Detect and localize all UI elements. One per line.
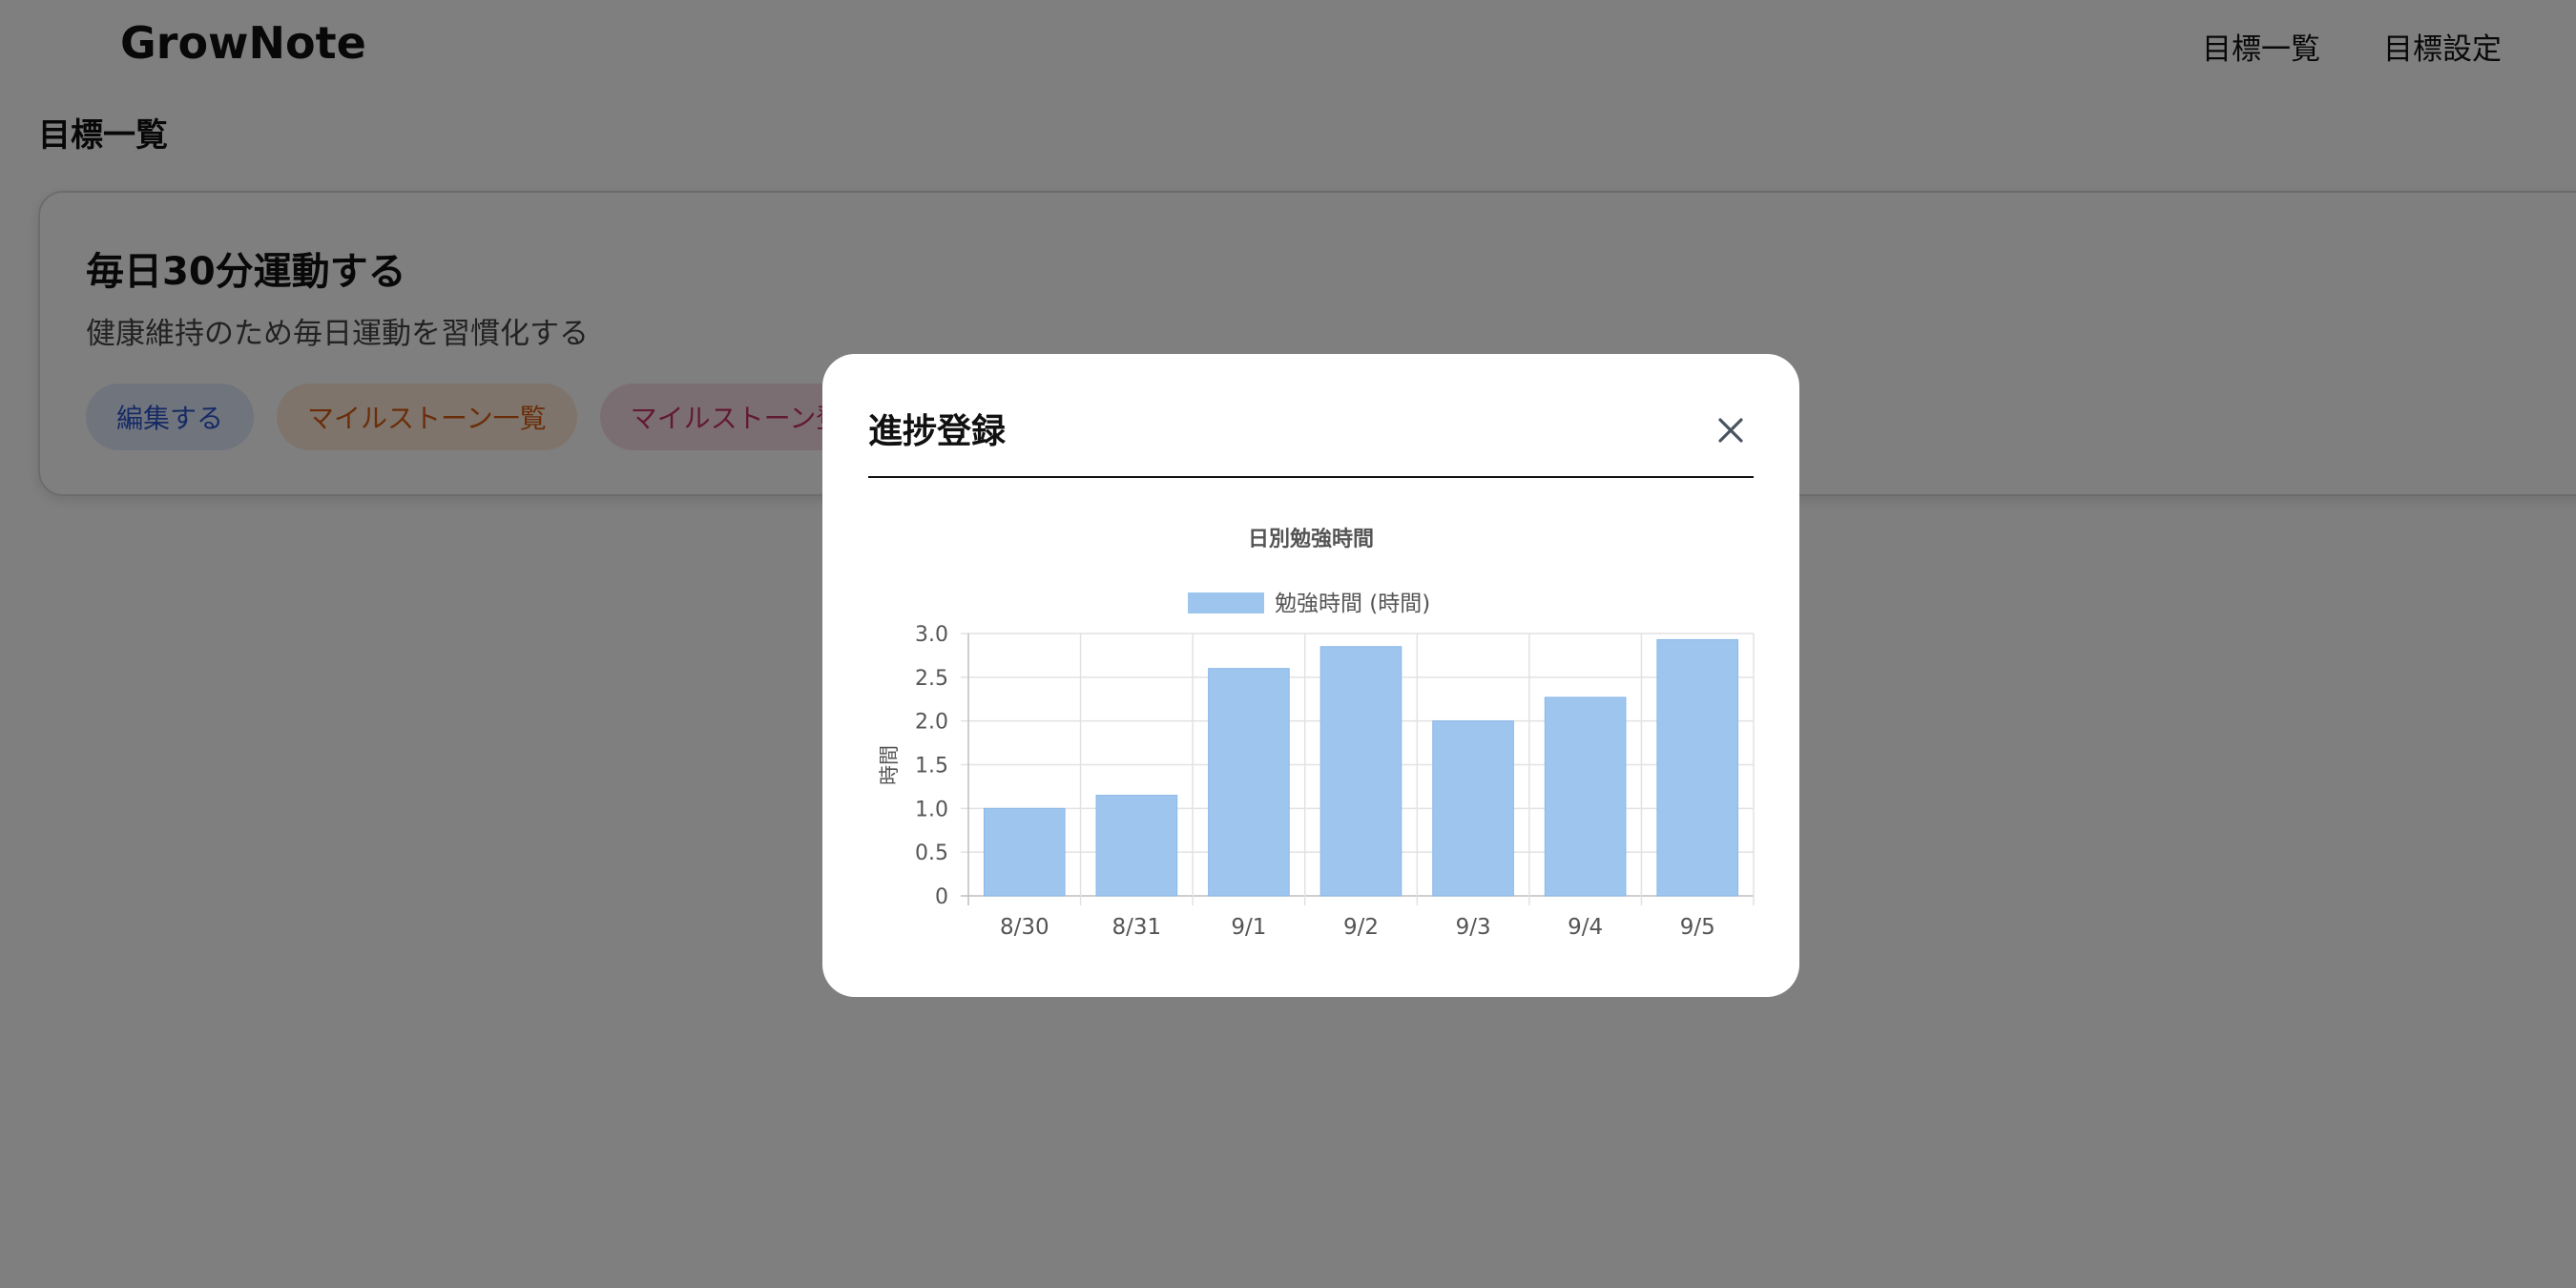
y-tick-label: 2.0: [915, 711, 948, 735]
bar: [1544, 696, 1627, 897]
x-tick-label: 9/5: [1680, 915, 1715, 940]
bar: [1432, 720, 1514, 897]
bar: [1208, 668, 1290, 897]
bar: [1656, 638, 1739, 897]
y-tick-label: 1.0: [915, 798, 948, 821]
bar: [983, 807, 1066, 897]
x-tick-label: 9/1: [1231, 915, 1266, 940]
y-tick-label: 3.0: [915, 623, 948, 647]
y-tick-label: 1.5: [915, 755, 948, 779]
x-tick-label: 9/3: [1456, 915, 1491, 940]
chart-title: 日別勉強時間: [1248, 527, 1374, 551]
x-tick-label: 8/30: [1000, 915, 1049, 940]
daily-study-chart: 日別勉強時間 勉強時間 (時間) 時間 0 0.5 1.0 1.5 2.0 2.5 3.0 8…: [878, 527, 1755, 940]
bar: [1095, 795, 1178, 897]
y-axis-label: 時間: [878, 745, 901, 785]
bar: [1319, 646, 1402, 897]
progress-modal: 進捗登録 日別勉強時間 勉強時間 (時間) 時間 0 0.5 1.0 1.5 2.0 2.…: [822, 354, 1799, 997]
modal-divider: [868, 476, 1754, 478]
y-tick-label: 2.5: [915, 667, 948, 691]
legend-swatch: [1188, 592, 1264, 613]
y-tick-label: 0.5: [915, 841, 948, 865]
x-tick-label: 9/4: [1568, 915, 1603, 940]
close-icon[interactable]: [1712, 411, 1750, 449]
x-tick-label: 8/31: [1112, 915, 1162, 940]
modal-title: 進捗登録: [868, 412, 1007, 451]
y-tick-label: 0: [935, 885, 948, 909]
x-tick-label: 9/2: [1343, 915, 1379, 940]
legend-label: 勉強時間 (時間): [1275, 592, 1430, 616]
chart-plot-area: 0 0.5 1.0 1.5 2.0 2.5 3.0 8/30 8/31 9/1 9/2 9/3 9/4 9…: [915, 623, 1755, 940]
